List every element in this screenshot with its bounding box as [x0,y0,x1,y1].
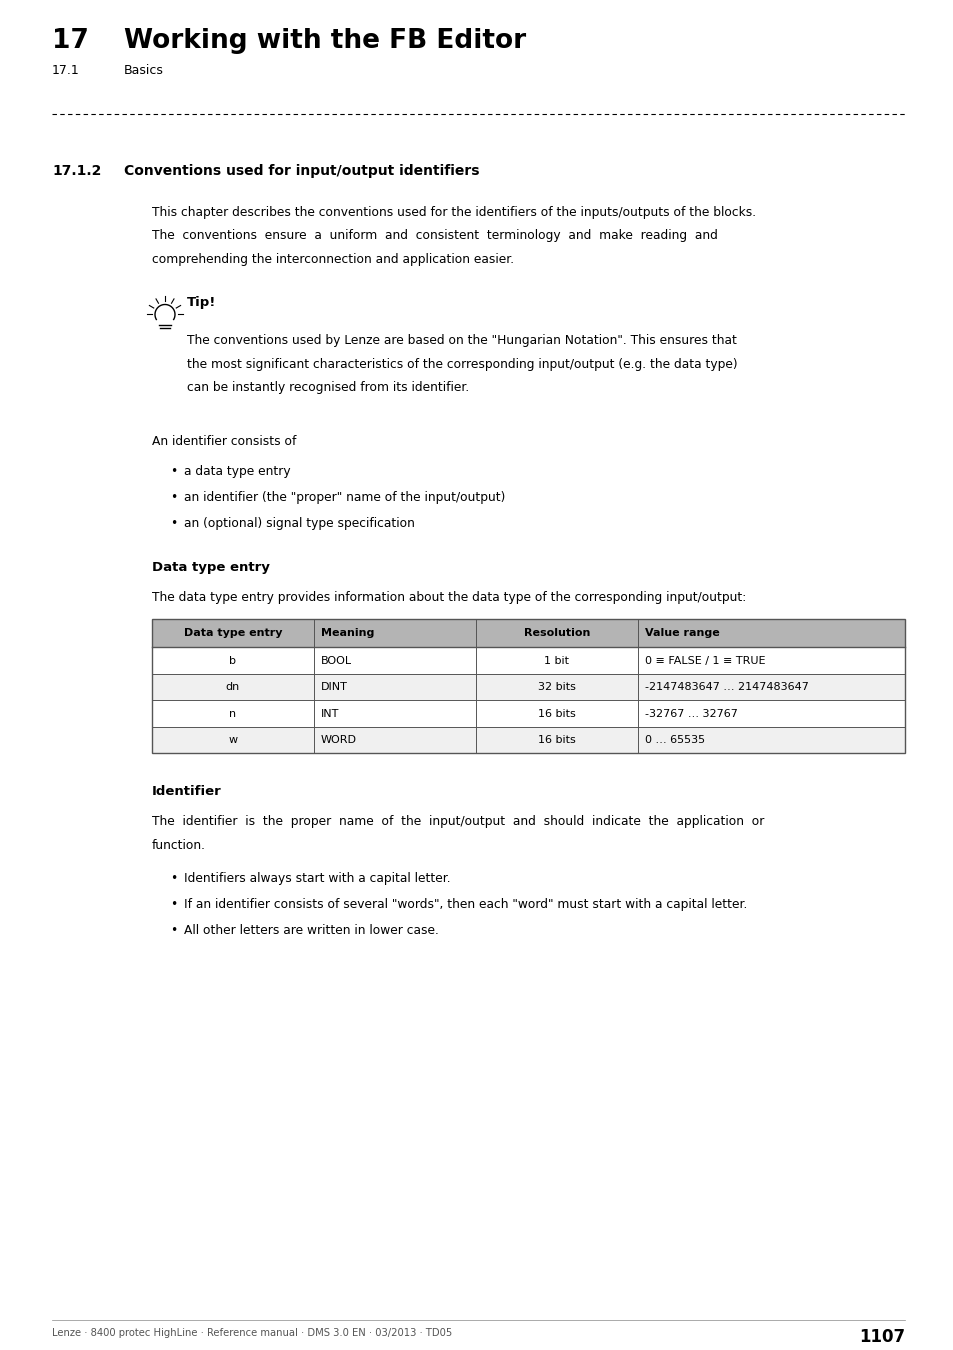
Text: Data type entry: Data type entry [152,562,270,574]
Text: comprehending the interconnection and application easier.: comprehending the interconnection and ap… [152,252,514,266]
Text: function.: function. [152,838,206,852]
Text: The  conventions  ensure  a  uniform  and  consistent  terminology  and  make  r: The conventions ensure a uniform and con… [152,230,717,243]
Text: •: • [170,491,177,504]
Text: •: • [170,464,177,478]
Text: an (optional) signal type specification: an (optional) signal type specification [184,517,415,531]
Text: 17.1.2: 17.1.2 [52,163,101,178]
Text: Working with the FB Editor: Working with the FB Editor [124,28,525,54]
Text: can be instantly recognised from its identifier.: can be instantly recognised from its ide… [187,382,469,394]
Bar [152,728,904,753]
Text: Tip!: Tip! [187,297,216,309]
Text: Data type entry: Data type entry [184,628,282,639]
Text: The  identifier  is  the  proper  name  of  the  input/output  and  should  indi: The identifier is the proper name of the… [152,815,763,829]
Text: •: • [170,872,177,886]
Text: 1107: 1107 [858,1328,904,1346]
Text: -2147483647 … 2147483647: -2147483647 … 2147483647 [644,682,808,693]
Text: BOOL: BOOL [320,656,352,666]
Bar [152,648,904,674]
Text: an identifier (the "proper" name of the input/output): an identifier (the "proper" name of the … [184,491,505,504]
Text: All other letters are written in lower case.: All other letters are written in lower c… [184,925,438,937]
Text: w: w [228,736,237,745]
Text: dn: dn [226,682,240,693]
Text: If an identifier consists of several "words", then each "word" must start with a: If an identifier consists of several "wo… [184,899,746,911]
Text: 32 bits: 32 bits [537,682,575,693]
Text: 0 … 65535: 0 … 65535 [644,736,704,745]
Text: The conventions used by Lenze are based on the "Hungarian Notation". This ensure: The conventions used by Lenze are based … [187,335,736,347]
Bar [152,620,904,648]
Text: a data type entry: a data type entry [184,464,291,478]
Text: 17.1: 17.1 [52,63,80,77]
Bar [152,674,904,701]
Text: Meaning: Meaning [320,628,374,639]
Text: 16 bits: 16 bits [537,709,575,718]
Text: 0 ≡ FALSE / 1 ≡ TRUE: 0 ≡ FALSE / 1 ≡ TRUE [644,656,764,666]
Text: An identifier consists of: An identifier consists of [152,435,296,448]
Text: Resolution: Resolution [523,628,589,639]
Text: 17: 17 [52,28,89,54]
Text: Value range: Value range [644,628,719,639]
Bar [152,701,904,728]
Text: Conventions used for input/output identifiers: Conventions used for input/output identi… [124,163,479,178]
Text: INT: INT [320,709,339,718]
Text: WORD: WORD [320,736,356,745]
Text: -32767 … 32767: -32767 … 32767 [644,709,737,718]
Text: Basics: Basics [124,63,164,77]
Text: Lenze · 8400 protec HighLine · Reference manual · DMS 3.0 EN · 03/2013 · TD05: Lenze · 8400 protec HighLine · Reference… [52,1328,452,1338]
Text: The data type entry provides information about the data type of the correspondin: The data type entry provides information… [152,591,745,603]
Text: Identifier: Identifier [152,786,221,798]
Text: 1 bit: 1 bit [543,656,569,666]
Text: Identifiers always start with a capital letter.: Identifiers always start with a capital … [184,872,450,886]
Text: •: • [170,517,177,531]
Text: This chapter describes the conventions used for the identifiers of the inputs/ou: This chapter describes the conventions u… [152,207,756,219]
Text: the most significant characteristics of the corresponding input/output (e.g. the: the most significant characteristics of … [187,358,737,371]
Text: b: b [230,656,236,666]
Bar [152,620,904,753]
Text: •: • [170,925,177,937]
Text: 16 bits: 16 bits [537,736,575,745]
Text: n: n [229,709,236,718]
Text: •: • [170,899,177,911]
Text: DINT: DINT [320,682,348,693]
